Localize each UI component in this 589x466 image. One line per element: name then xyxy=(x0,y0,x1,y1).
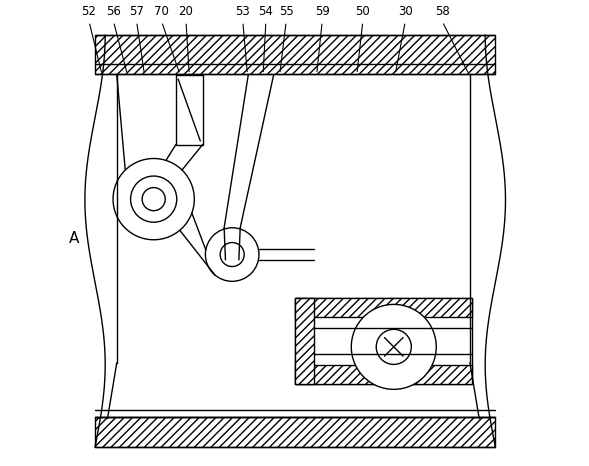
Text: 70: 70 xyxy=(154,5,169,18)
Bar xyxy=(176,75,203,144)
Circle shape xyxy=(113,158,194,240)
Bar xyxy=(294,298,314,384)
Circle shape xyxy=(131,176,177,222)
Bar xyxy=(95,35,495,75)
Circle shape xyxy=(351,304,436,390)
Text: 57: 57 xyxy=(129,5,144,18)
Text: A: A xyxy=(68,231,79,246)
Text: 53: 53 xyxy=(236,5,250,18)
Text: 20: 20 xyxy=(178,5,193,18)
Text: 58: 58 xyxy=(435,5,449,18)
Bar xyxy=(294,365,472,384)
Circle shape xyxy=(206,228,259,281)
Text: 30: 30 xyxy=(398,5,413,18)
Text: 52: 52 xyxy=(82,5,97,18)
Text: 54: 54 xyxy=(259,5,273,18)
Circle shape xyxy=(142,188,166,211)
Text: 50: 50 xyxy=(355,5,370,18)
Text: 55: 55 xyxy=(279,5,293,18)
Text: 59: 59 xyxy=(315,5,330,18)
Circle shape xyxy=(220,242,244,267)
Circle shape xyxy=(376,329,411,364)
Bar xyxy=(294,298,472,317)
Text: 56: 56 xyxy=(106,5,121,18)
Bar xyxy=(294,298,472,384)
Bar xyxy=(95,417,495,447)
